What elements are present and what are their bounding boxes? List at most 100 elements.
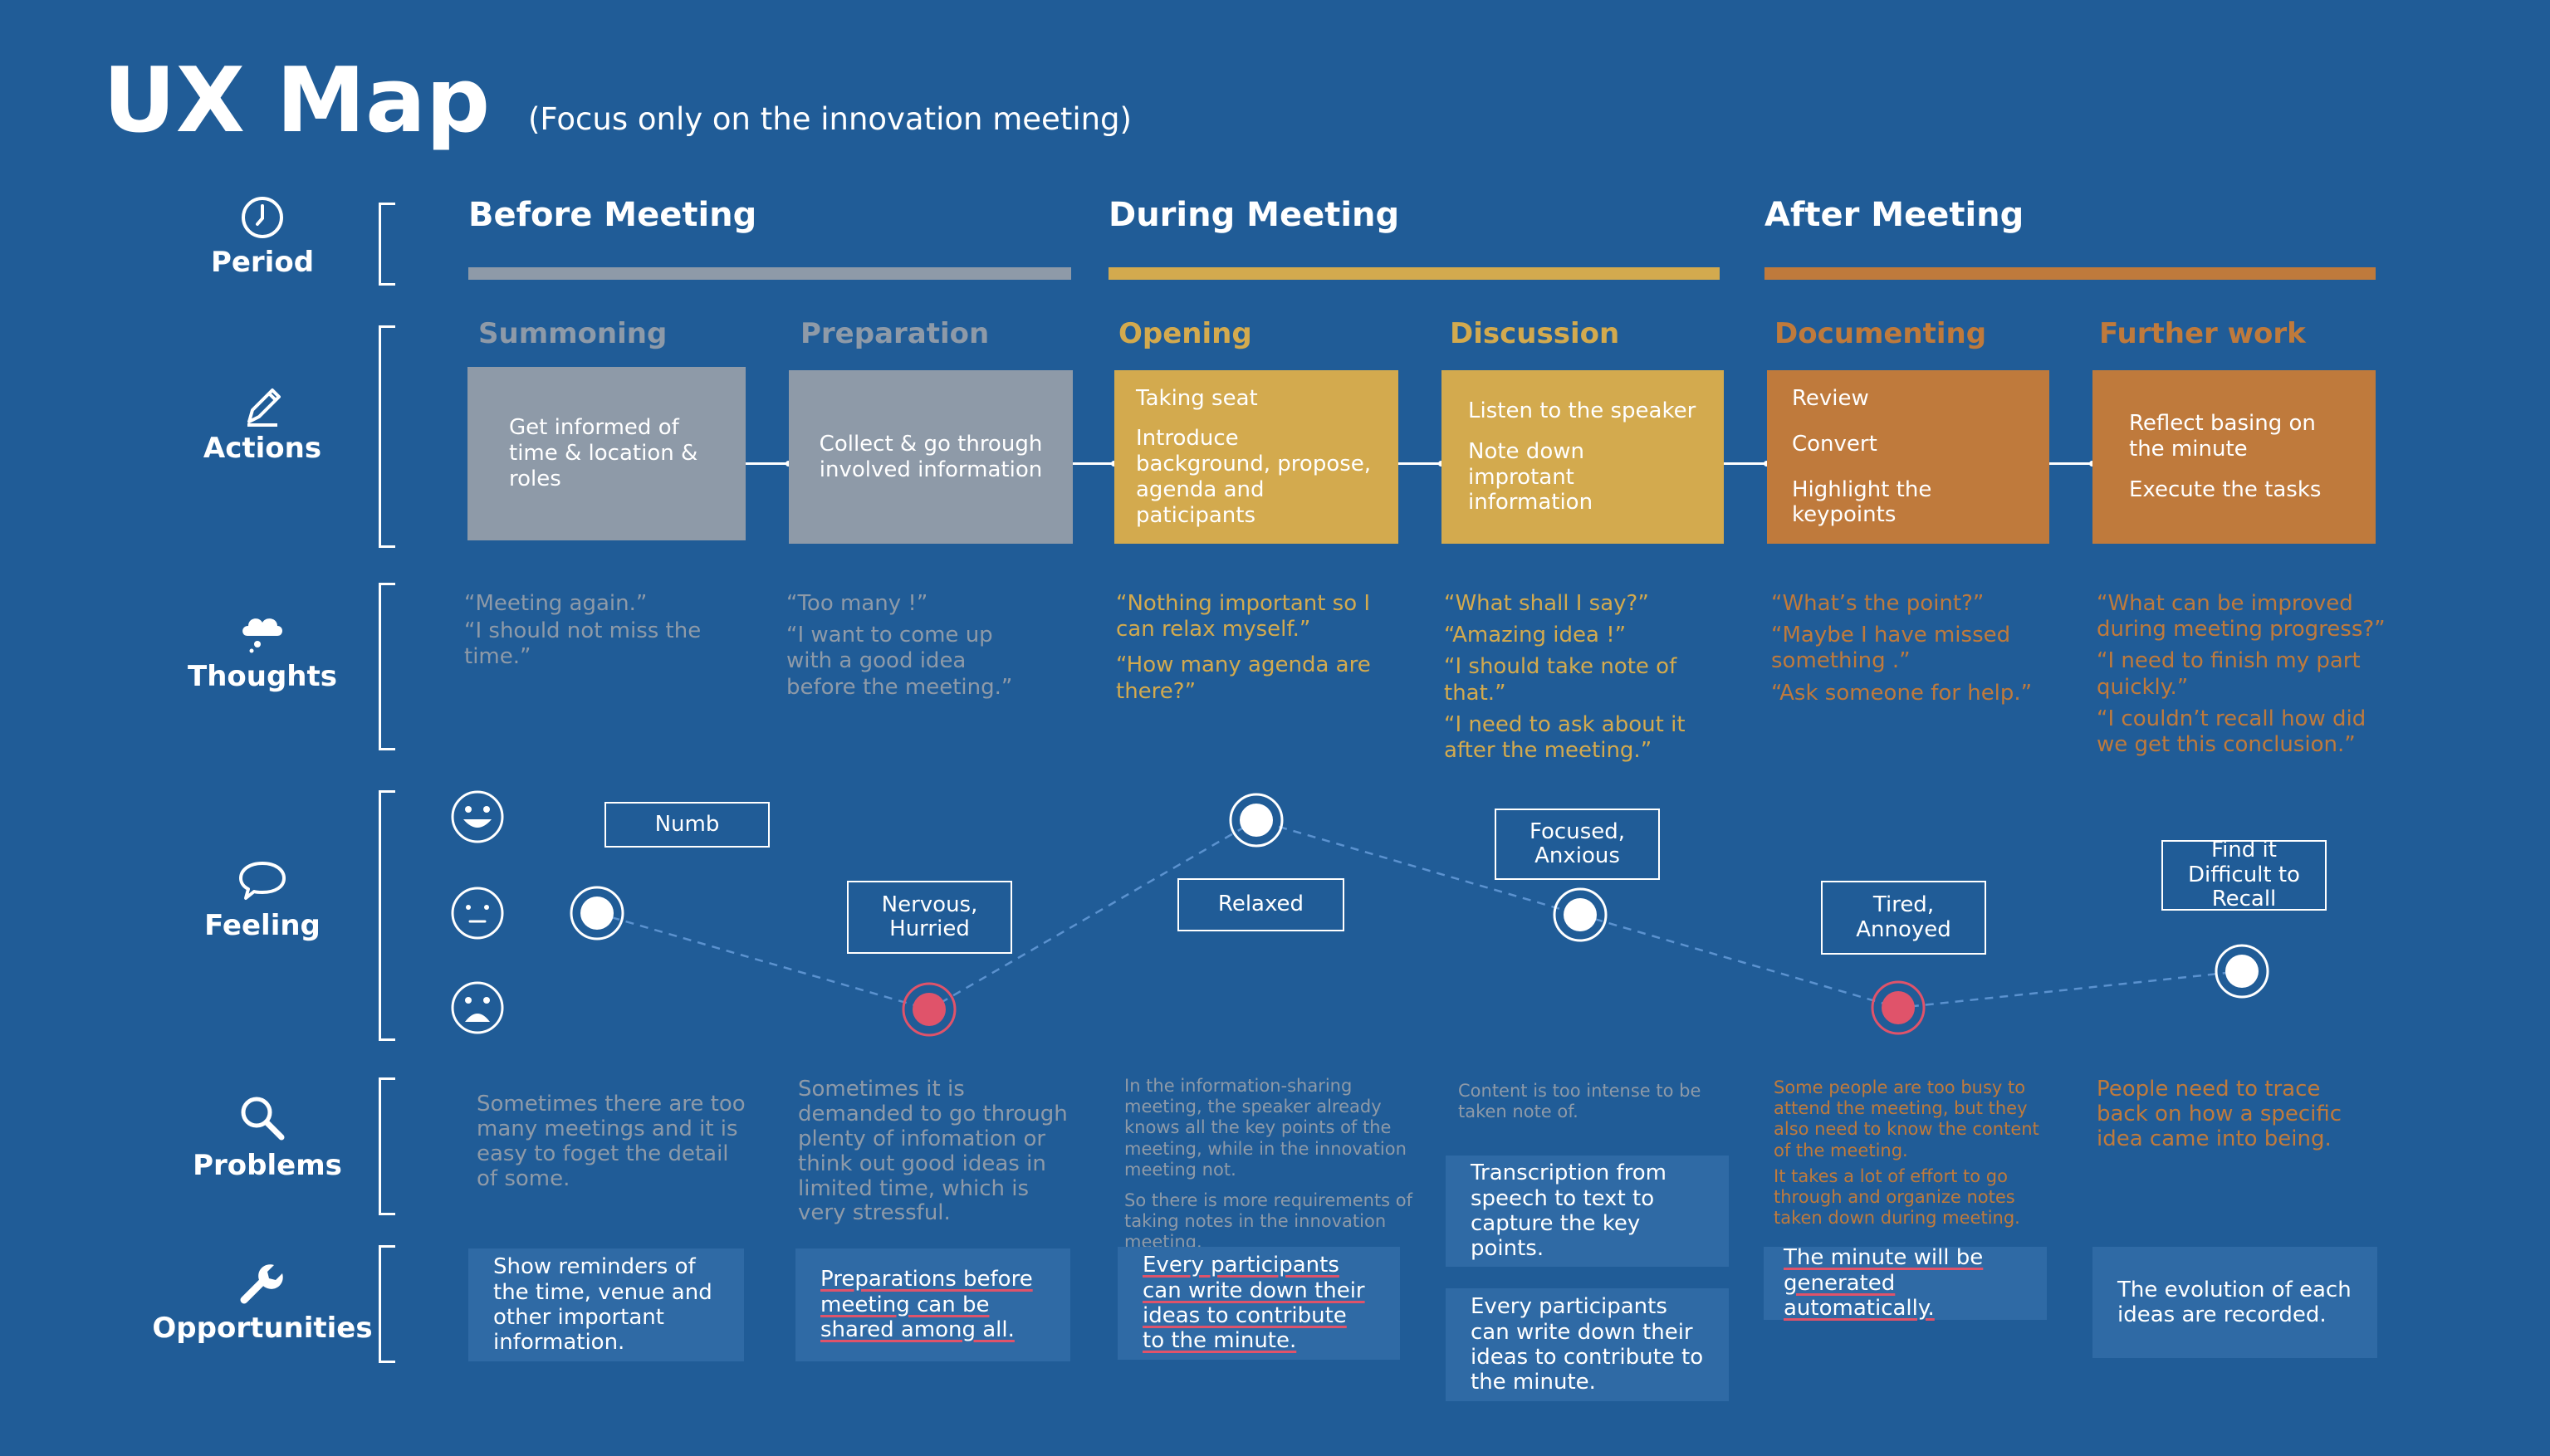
thought: “Nothing important so I can relax myself… (1116, 591, 1371, 642)
thought: “Meeting again.” (464, 591, 648, 616)
feeling-point (1553, 887, 1608, 942)
stage-title-summoning: Summoning (478, 317, 668, 350)
cloud-icon (242, 618, 282, 653)
feeling-label-preparation: Nervous, Hurried (847, 881, 1012, 954)
happy-face-icon (451, 790, 504, 843)
row-label-actions: Actions (203, 432, 322, 465)
problem-text: Sometimes there are too many meetings an… (477, 1092, 746, 1191)
stage-title-documenting: Documenting (1774, 317, 1987, 350)
action-connector (1724, 462, 1767, 465)
action-box-further-work: Reflect basing on the minute Execute the… (2092, 370, 2376, 544)
row-label-opportunities: Opportunities (152, 1312, 373, 1345)
problem-text: In the information-sharing meeting, the … (1124, 1076, 1407, 1180)
opportunity-preparation: Preparations before meeting can be share… (795, 1248, 1070, 1361)
opportunity-text: Every participants can write down their … (1143, 1253, 1365, 1354)
period-bar-before (468, 267, 1071, 280)
thought: “What’s the point?” (1771, 591, 1985, 616)
problem-documenting: Some people are too busy to attend the m… (1774, 1077, 2043, 1239)
thought: “Maybe I have missed something .” (1771, 623, 2011, 674)
bracket-problems (379, 1077, 395, 1215)
problem-preparation: Sometimes it is demanded to go through p… (798, 1077, 1072, 1236)
action-box-documenting: Review Convert Highlight the keypoints (1767, 370, 2049, 544)
action-connector (2049, 462, 2092, 465)
thought: “Amazing idea !” (1444, 623, 1627, 648)
row-label-problems: Problems (193, 1149, 342, 1182)
action-box-opening: Taking seat Introduce background, propos… (1114, 370, 1398, 544)
connector-dot (1764, 461, 1769, 467)
page-title: UX Map (103, 49, 491, 153)
speech-bubble-icon (239, 862, 286, 900)
connector-dot (2089, 461, 2095, 467)
problem-text: It takes a lot of effort to go through a… (1774, 1165, 2020, 1229)
connector-dot (1111, 461, 1117, 467)
action-box-discussion: Listen to the speaker Note down improtan… (1441, 370, 1724, 544)
wrench-icon (240, 1264, 283, 1304)
feeling-point (1871, 980, 1926, 1035)
problem-text: So there is more requirements of taking … (1124, 1190, 1413, 1253)
stage-title-preparation: Preparation (800, 317, 990, 350)
thought: “I should not miss the time.” (464, 618, 702, 670)
action-item: Taking seat (1136, 385, 1258, 411)
opportunity-documenting: The minute will be generated automatical… (1764, 1245, 2047, 1322)
feeling-line (596, 818, 2243, 1011)
thought: “Ask someone for help.” (1771, 680, 2033, 706)
stage-title-opening: Opening (1118, 317, 1252, 350)
thoughts-discussion: “What shall I say?” “Amazing idea !” “I … (1444, 591, 1726, 770)
feeling-label-further-work: Find it Difficult to Recall (2161, 838, 2327, 911)
period-bar-during (1109, 267, 1720, 280)
action-connector (746, 462, 789, 465)
feeling-label-summoning: Numb (604, 802, 770, 848)
action-connector (1073, 462, 1114, 465)
pencil-icon (247, 388, 281, 427)
row-label-thoughts: Thoughts (188, 660, 337, 693)
problem-summoning: Sometimes there are too many meetings an… (477, 1092, 751, 1202)
opportunity-further-work: The evolution of each ideas are recorded… (2092, 1247, 2377, 1358)
opportunity-text: The evolution of each ideas are recorded… (2117, 1277, 2352, 1327)
opportunity-text: Every participants can write down their … (1471, 1294, 1704, 1395)
action-connector (1398, 462, 1441, 465)
action-item: Reflect basing on the minute (2129, 411, 2316, 462)
magnifier-icon (241, 1097, 285, 1141)
action-item: Review (1792, 386, 1869, 412)
connector-dot (1438, 461, 1444, 467)
action-item: Note down improtant information (1468, 438, 1593, 515)
action-item: Execute the tasks (2129, 476, 2322, 502)
period-after-meeting: After Meeting (1764, 196, 2024, 234)
opportunity-summoning: Show reminders of the time, venue and ot… (468, 1248, 744, 1361)
feeling-label-documenting: Tired, Annoyed (1821, 881, 1986, 955)
page-subtitle: (Focus only on the innovation meeting) (528, 101, 1132, 137)
thoughts-further-work: “What can be improved during meeting pro… (2097, 591, 2387, 764)
feeling-point (570, 886, 624, 941)
neutral-face-icon (451, 887, 504, 940)
thought: “Too many !” (786, 591, 928, 616)
problem-text: Sometimes it is demanded to go through p… (798, 1077, 1068, 1226)
clock-icon (242, 197, 283, 238)
opportunity-discussion-1: Transcription from speech to text to cap… (1446, 1156, 1729, 1267)
thought: “How many agenda are there?” (1116, 652, 1371, 704)
thought: “I need to ask about it after the meetin… (1444, 711, 1686, 763)
bracket-period (379, 203, 395, 286)
thought: “I should take note of that.” (1444, 654, 1677, 706)
problem-further-work: People need to trace back on how a speci… (2097, 1077, 2371, 1162)
opportunity-opening: Every participants can write down their … (1118, 1247, 1400, 1360)
thought: “What shall I say?” (1444, 591, 1649, 616)
thoughts-summoning: “Meeting again.” “I should not miss the … (464, 591, 746, 677)
problem-text: Content is too intense to be taken note … (1458, 1081, 1701, 1122)
action-item: Introduce background, propose, agenda an… (1136, 426, 1372, 528)
thought: “I couldn’t recall how did we get this c… (2097, 706, 2366, 757)
opportunity-text: Transcription from speech to text to cap… (1471, 1160, 1667, 1262)
action-box-preparation: Collect & go through involved informatio… (789, 370, 1073, 544)
feeling-label-discussion: Focused, Anxious (1495, 809, 1660, 880)
thoughts-preparation: “Too many !” “I want to come up with a g… (786, 591, 1035, 706)
opportunity-discussion-2: Every participants can write down their … (1446, 1288, 1729, 1401)
period-during-meeting: During Meeting (1109, 196, 1400, 234)
problem-opening: In the information-sharing meeting, the … (1124, 1076, 1428, 1263)
feeling-label-opening: Relaxed (1177, 878, 1344, 931)
action-box-summoning: Get informed of time & location & roles (467, 367, 746, 540)
feeling-point (1229, 793, 1284, 848)
problem-discussion: Content is too intense to be taken note … (1458, 1081, 1707, 1132)
action-item: Get informed of time & location & roles (509, 415, 698, 491)
opportunity-text: The minute will be generated automatical… (1784, 1245, 1984, 1322)
opportunity-text: Show reminders of the time, venue and ot… (493, 1254, 712, 1356)
